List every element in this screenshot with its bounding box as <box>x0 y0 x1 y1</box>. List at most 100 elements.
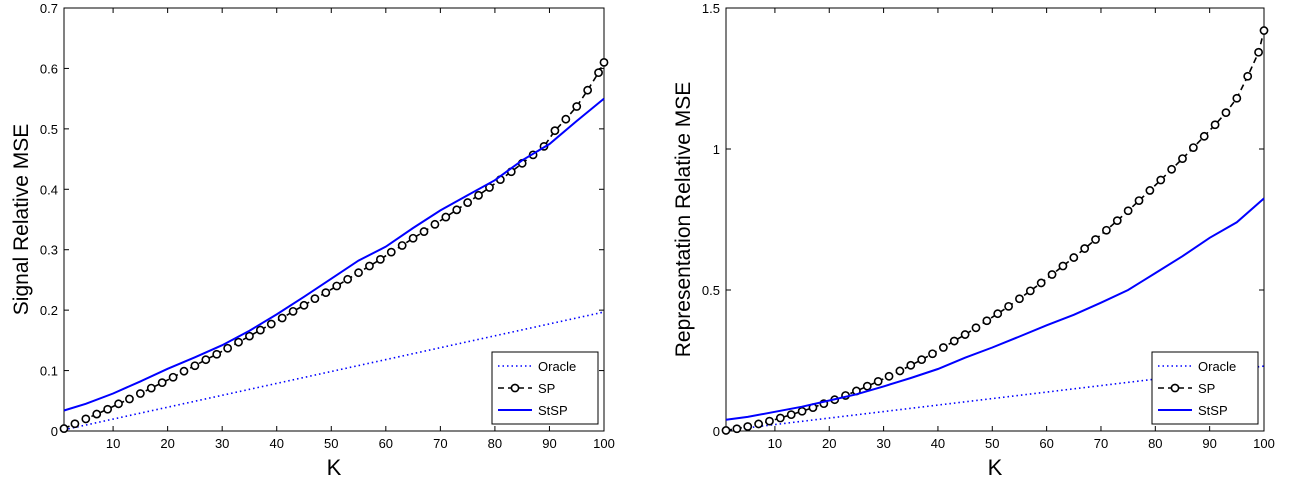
series-line-oracle <box>725 365 1265 432</box>
data-point-sp <box>583 85 593 95</box>
data-point-sp <box>862 381 872 391</box>
data-point-sp <box>1156 175 1166 185</box>
data-point-sp <box>938 343 948 352</box>
data-point-sp <box>1058 261 1068 271</box>
data-point-sp <box>70 419 80 429</box>
data-point-sp <box>299 300 309 310</box>
chart-panel-signal-mse: 10 20 30 40 50 60 70 80 90 100 0 0.1 0.2 0.3 0.4 0.5 0.6… <box>10 1 615 480</box>
plot-area-box <box>63 7 605 432</box>
data-point-sp <box>321 288 331 298</box>
data-point-sp <box>732 424 742 434</box>
data-point-sp <box>884 371 894 381</box>
x-tick-label: 20 <box>160 436 174 451</box>
data-point-sp <box>1259 26 1269 35</box>
data-point-sp <box>572 102 582 111</box>
y-tick-label: 0.7 <box>40 1 58 16</box>
data-point-sp <box>386 247 396 257</box>
legend-label: Oracle <box>1198 359 1236 374</box>
data-point-sp <box>474 190 483 200</box>
data-point-sp <box>288 306 298 316</box>
data-point-sp <box>1178 154 1187 163</box>
data-point-sp <box>754 419 764 429</box>
y-tick-label: 0 <box>51 424 58 439</box>
data-point-sp <box>1036 278 1046 288</box>
x-tick-label: 100 <box>1253 436 1275 451</box>
data-point-sp <box>1199 131 1209 141</box>
series-line-stsp <box>725 197 1265 421</box>
y-tick-label: 0.2 <box>40 303 58 318</box>
data-point-sp <box>550 126 560 136</box>
legend-label: SP <box>1198 381 1215 396</box>
data-point-sp <box>1025 286 1035 296</box>
legend-label: StSP <box>538 403 568 418</box>
x-axis-label: K <box>327 455 342 480</box>
data-point-sp <box>114 399 123 409</box>
data-point-sp <box>463 198 473 207</box>
data-point-sp <box>993 309 1003 319</box>
data-point-sp <box>343 274 353 284</box>
data-point-sp <box>1004 301 1013 311</box>
data-point-sp <box>201 355 211 365</box>
x-tick-label: 20 <box>822 436 836 451</box>
data-point-sp <box>397 241 407 250</box>
x-tick-label: 50 <box>985 436 999 451</box>
data-point-sp <box>1080 244 1090 253</box>
data-point-sp <box>452 205 462 215</box>
y-tick-label: 0.4 <box>40 182 58 197</box>
data-point-sp <box>1069 253 1079 262</box>
data-point-sp <box>1015 294 1024 304</box>
data-point-sp <box>332 281 342 291</box>
y-tick-label: 0.5 <box>40 122 58 137</box>
data-point-sp <box>179 366 189 376</box>
data-point-sp <box>721 426 731 435</box>
data-point-sp <box>408 233 418 243</box>
data-point-sp <box>234 337 243 347</box>
x-tick-label: 80 <box>488 436 502 451</box>
data-point-sp <box>190 361 200 371</box>
data-point-sp <box>223 343 233 353</box>
data-point-sp <box>895 366 905 376</box>
data-point-sp <box>1145 186 1155 195</box>
data-point-sp <box>1232 93 1242 103</box>
y-tick-label: 0.1 <box>40 364 58 379</box>
data-point-sp <box>1188 143 1198 152</box>
x-tick-label: 10 <box>106 436 120 451</box>
data-point-sp <box>906 360 916 370</box>
data-point-sp <box>561 114 571 124</box>
data-point-sp <box>430 219 440 229</box>
data-point-sp <box>873 376 883 386</box>
y-tick-label: 0.3 <box>40 243 58 258</box>
data-point-sp <box>594 68 603 78</box>
data-point-sp <box>81 414 91 424</box>
data-point-sp <box>365 261 374 271</box>
data-point-sp <box>266 319 276 329</box>
x-tick-label: 90 <box>1202 436 1216 451</box>
data-point-sp <box>982 316 992 326</box>
data-point-sp <box>135 389 145 398</box>
data-point-sp <box>125 394 134 404</box>
x-tick-label: 30 <box>876 436 890 451</box>
x-tick-label: 30 <box>215 436 229 451</box>
y-tick-label: 1.5 <box>702 1 720 16</box>
data-point-sp <box>786 410 796 420</box>
data-point-sp <box>146 383 156 393</box>
x-tick-label: 90 <box>542 436 556 451</box>
data-point-sp <box>59 424 69 433</box>
data-point-sp <box>92 409 102 419</box>
y-axis-label: Signal Relative MSE <box>10 124 33 315</box>
legend-label: Oracle <box>538 359 576 374</box>
data-point-sp <box>354 268 363 278</box>
data-point-sp <box>743 422 753 431</box>
legend-label: StSP <box>1198 403 1228 418</box>
x-tick-label: 70 <box>433 436 447 451</box>
y-axis-label: Representation Relative MSE <box>672 82 695 357</box>
data-point-sp <box>1123 206 1133 216</box>
data-point-sp <box>419 227 429 236</box>
legend-marker-sp <box>1170 383 1180 393</box>
data-point-sp <box>375 254 385 264</box>
data-point-sp <box>1221 108 1231 118</box>
x-tick-label: 60 <box>1039 436 1053 451</box>
y-tick-label: 0 <box>713 424 720 439</box>
data-point-sp <box>928 349 937 359</box>
